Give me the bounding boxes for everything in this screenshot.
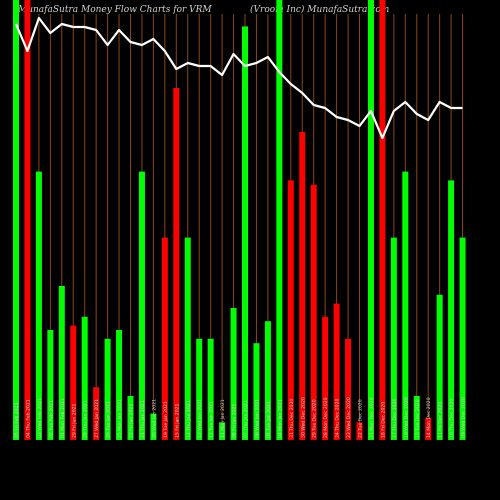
bar — [230, 308, 237, 440]
date-tick-label: 01 Mon Feb 2021 — [60, 398, 66, 438]
date-tick-label: 28 Thu Jan 2021 — [83, 400, 89, 438]
bar — [402, 171, 409, 440]
date-tick-label: 28 Mon Dec 2020 — [323, 397, 329, 438]
bar — [138, 171, 145, 440]
bar — [184, 237, 191, 440]
date-tick-label: 08 Fri Jan 2021 — [232, 403, 238, 438]
bar — [459, 237, 466, 440]
chart-title: MunafaSutra Money Flow Charts for VRM — [18, 5, 212, 15]
date-tick-label: 25 Mon Jan 2021 — [117, 399, 123, 438]
bar — [345, 338, 352, 440]
bar — [264, 321, 271, 440]
date-tick-label: 18 Fri Dec 2020 — [380, 402, 386, 438]
chart-site-label: (Vroom Inc) MunafaSutra.com — [250, 5, 390, 15]
bar — [81, 316, 88, 440]
bar — [367, 0, 374, 440]
date-tick-label: 10 Thu Dec 2020 — [449, 398, 455, 438]
bar — [287, 180, 294, 440]
date-tick-label: 26 Tue Jan 2021 — [106, 401, 112, 438]
bar — [242, 26, 248, 441]
date-tick-label: 11 Mon Jan 2021 — [220, 399, 226, 438]
date-tick-label: 22 Fri Jan 2021 — [129, 403, 135, 438]
money-flow-line — [14, 16, 463, 140]
date-tick-label: 04 Mon Jan 2021 — [277, 399, 283, 438]
bar — [47, 330, 54, 440]
date-tick-label: 17 Thu Dec 2020 — [392, 398, 398, 438]
bar — [70, 325, 77, 440]
date-tick-label: 11 Fri Dec 2020 — [438, 402, 444, 438]
bar — [425, 418, 432, 440]
bar — [299, 132, 306, 440]
date-tick-label: 13 Wed Jan 2021 — [197, 399, 203, 438]
date-tick-label: 29 Fri Jan 2021 — [71, 403, 77, 438]
date-tick-label: 24 Thu Dec 2020 — [335, 398, 341, 438]
date-tick-label: 21 Thu Jan 2021 — [140, 400, 146, 438]
date-tick-label: 05 Fri Feb 2021 — [14, 402, 20, 438]
bar — [104, 338, 111, 440]
bar — [310, 184, 317, 440]
bar — [276, 0, 283, 440]
date-tick-label: 16 Wed Dec 2020 — [403, 397, 409, 438]
date-tick-label: 03 Wed Feb 2021 — [37, 398, 43, 438]
bar — [35, 171, 42, 440]
date-tick-label: 14 Thu Jan 2021 — [186, 400, 192, 438]
date-tick-label: 30 Wed Dec 2020 — [300, 397, 306, 438]
bar — [196, 338, 203, 440]
bar — [161, 237, 168, 440]
date-tick-label: 29 Tue Dec 2020 — [312, 399, 318, 438]
bar — [116, 330, 123, 440]
bar — [448, 180, 455, 440]
bar — [13, 0, 19, 440]
bar — [413, 396, 420, 440]
bar — [150, 413, 157, 440]
bar — [219, 422, 226, 440]
bar — [390, 237, 397, 440]
date-tick-label: 22 Tue Dec 2020 — [358, 399, 364, 438]
bar — [173, 88, 180, 440]
bar — [24, 0, 31, 440]
date-tick-label: 04 Thu Feb 2021 — [25, 399, 31, 438]
date-tick-label: 12 Tue Jan 2021 — [209, 401, 215, 438]
bar — [127, 396, 134, 440]
date-tick-label: 23 Wed Dec 2020 — [346, 397, 352, 438]
bar — [322, 316, 329, 440]
bar — [253, 343, 260, 440]
date-tick-label: 20 Wed Jan 2021 — [151, 399, 157, 438]
date-tick-label: 02 Tue Feb 2021 — [48, 400, 54, 438]
date-tick-label: 09 Wed Dec 2020 — [461, 397, 467, 438]
bar — [207, 338, 214, 440]
bar — [93, 387, 100, 440]
date-tick-label: 31 Thu Dec 2020 — [289, 398, 295, 438]
date-tick-label: 06 Wed Jan 2021 — [254, 399, 260, 438]
date-tick-label: 21 Mon Dec 2020 — [369, 397, 375, 438]
date-tick-label: 19 Tue Jan 2021 — [163, 401, 169, 438]
bar — [356, 422, 363, 440]
bar — [379, 0, 386, 440]
date-tick-label: 05 Tue Jan 2021 — [266, 401, 272, 438]
date-tick-label: 27 Wed Jan 2021 — [94, 399, 100, 438]
bar — [58, 286, 65, 440]
date-tick-label: 14 Mon Dec 2020 — [426, 397, 432, 438]
date-tick-label: 15 Tue Dec 2020 — [415, 399, 421, 438]
bar — [333, 303, 340, 440]
date-tick-label: 15 Fri Jan 2021 — [174, 403, 180, 438]
bar — [436, 294, 443, 440]
date-tick-label: 07 Thu Jan 2021 — [243, 400, 249, 438]
